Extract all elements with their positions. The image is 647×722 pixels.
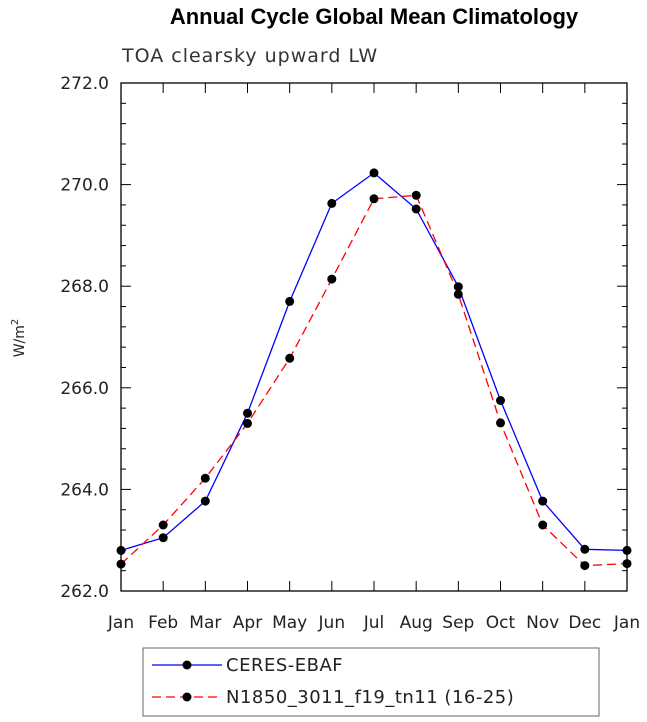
legend-marker-n1850	[182, 692, 192, 702]
x-tick-label: Apr	[233, 613, 262, 633]
x-tick-label: Jan	[613, 613, 640, 633]
legend-label-ceres-ebaf: CERES-EBAF	[226, 655, 343, 676]
series-0-point	[243, 408, 252, 418]
y-axis-label-superscript: 2	[10, 319, 21, 325]
series-0-point	[496, 396, 505, 405]
series-0-point	[369, 168, 379, 178]
legend-marker-ceres-ebaf	[182, 660, 192, 670]
x-tick-label: May	[272, 613, 307, 633]
x-tick-label: Mar	[189, 613, 221, 633]
y-axis-label: W/m2	[10, 319, 28, 358]
chart-title: Annual Cycle Global Mean Climatology	[170, 4, 579, 29]
x-tick-label: Jun	[318, 613, 346, 633]
series-1-point	[369, 194, 379, 204]
plot-frame	[120, 82, 628, 592]
series-0-point	[116, 545, 126, 555]
y-axis-label-unit: W/m	[12, 325, 28, 357]
y-tick-label: 262.0	[60, 582, 109, 602]
legend-label-n1850: N1850_3011_f19_tn11 (16-25)	[226, 687, 514, 708]
x-tick-label: Oct	[486, 613, 516, 633]
x-tick-label: Nov	[526, 613, 559, 633]
y-tick-label: 272.0	[60, 74, 109, 94]
series-line-0	[120, 172, 628, 552]
series-0-point	[411, 204, 421, 214]
chart-subtitle: TOA clearsky upward LW	[121, 45, 378, 67]
series-1-point	[538, 520, 548, 530]
series-1-point	[158, 520, 168, 530]
x-tick-label: Aug	[400, 613, 433, 633]
series-0-point	[285, 296, 295, 306]
series-1-point	[285, 353, 295, 363]
plot-area: 262.0 264.0 266.0 268.0 270.0 272.0 Jan Feb Mar A…	[60, 74, 640, 633]
series-1-point	[243, 418, 252, 428]
series-0-point	[327, 198, 337, 208]
series-1-point	[453, 289, 463, 299]
y-tick-label: 270.0	[60, 176, 109, 196]
x-tick-label: Jan	[107, 613, 134, 633]
legend-box	[142, 647, 600, 717]
x-tick-label: Sep	[442, 613, 474, 633]
series-0-point	[622, 545, 632, 555]
y-tick-label: 264.0	[60, 480, 109, 500]
series-0-point	[200, 496, 210, 506]
series-1-point	[580, 561, 590, 571]
y-tick-label: 266.0	[60, 379, 109, 399]
series-1-point	[622, 559, 632, 569]
series-0-point	[158, 533, 168, 543]
x-tick-label: Feb	[148, 613, 178, 633]
x-tick-label: Dec	[568, 613, 601, 633]
x-tick-label: Jul	[363, 613, 385, 633]
legend: CERES-EBAF N1850_3011_f19_tn11 (16-25)	[142, 647, 600, 717]
series-1-point	[116, 559, 126, 569]
series-0-point	[453, 282, 463, 292]
series-1-point	[200, 473, 210, 483]
series-0-point	[538, 496, 548, 506]
series-1-point	[411, 190, 421, 200]
series-1-point	[496, 418, 505, 428]
series-1-point	[327, 274, 337, 284]
series-0-point	[580, 544, 590, 554]
y-tick-label: 268.0	[60, 277, 109, 297]
